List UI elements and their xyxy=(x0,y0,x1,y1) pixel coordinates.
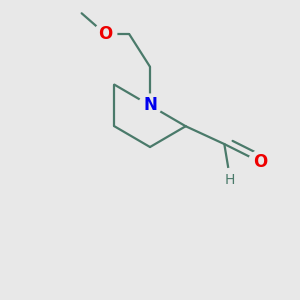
Text: O: O xyxy=(253,153,267,171)
Circle shape xyxy=(249,151,271,173)
Circle shape xyxy=(94,23,117,45)
Text: H: H xyxy=(225,173,236,187)
Text: N: N xyxy=(143,96,157,114)
Text: O: O xyxy=(98,25,112,43)
Circle shape xyxy=(219,168,242,191)
Circle shape xyxy=(139,94,161,117)
